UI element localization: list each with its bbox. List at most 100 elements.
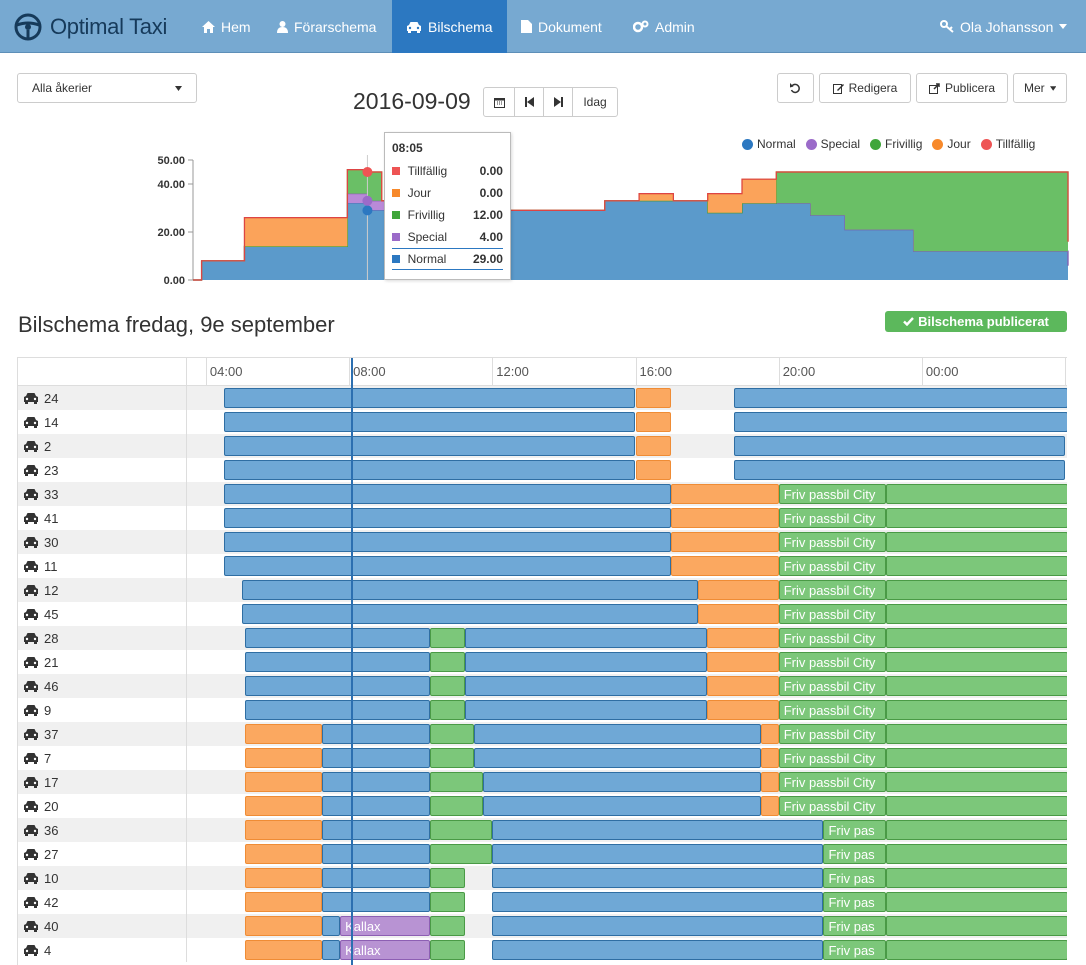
shift-bar-frivillig[interactable]: Friv passbil City xyxy=(778,652,887,672)
shift-bar-normal[interactable] xyxy=(465,676,708,696)
car-label[interactable]: 21 xyxy=(18,650,187,674)
shift-bar-normal[interactable] xyxy=(244,652,430,672)
shift-bar-frivillig[interactable] xyxy=(886,844,1067,864)
shift-bar-special[interactable]: Kallax xyxy=(340,940,430,960)
car-label[interactable]: 2 xyxy=(18,434,187,458)
shift-bar-frivillig[interactable] xyxy=(429,940,466,960)
shift-bar-frivillig[interactable] xyxy=(886,772,1067,792)
shift-bar-normal[interactable] xyxy=(322,892,430,912)
shift-bar-normal[interactable] xyxy=(223,532,672,552)
shift-bar-frivillig[interactable]: Friv passbil City xyxy=(778,724,887,744)
nav-bilschema[interactable]: Bilschema xyxy=(392,0,507,53)
shift-bar-frivillig[interactable] xyxy=(429,844,493,864)
shift-bar-frivillig[interactable]: Friv passbil City xyxy=(778,628,887,648)
more-button[interactable]: Mer xyxy=(1013,73,1067,103)
shift-bar-normal[interactable] xyxy=(483,772,761,792)
shift-bar-normal[interactable] xyxy=(322,868,430,888)
shift-bar-jour[interactable] xyxy=(244,796,323,816)
shift-bar-jour[interactable] xyxy=(671,484,779,504)
shift-bar-normal[interactable] xyxy=(223,412,636,432)
shift-bar-jour[interactable] xyxy=(244,820,323,840)
car-label[interactable]: 12 xyxy=(18,578,187,602)
shift-bar-normal[interactable] xyxy=(223,436,636,456)
shift-bar-frivillig[interactable] xyxy=(429,748,475,768)
shift-bar-frivillig[interactable] xyxy=(429,868,466,888)
shift-bar-frivillig[interactable]: Friv passbil City xyxy=(778,748,887,768)
shift-bar-normal[interactable] xyxy=(733,412,1067,432)
shift-bar-normal[interactable] xyxy=(733,460,1066,480)
shift-bar-frivillig[interactable]: Friv pas xyxy=(823,916,887,936)
shift-bar-normal[interactable] xyxy=(241,580,699,600)
shift-bar-normal[interactable] xyxy=(322,724,430,744)
shift-bar-normal[interactable] xyxy=(223,556,672,576)
shift-bar-jour[interactable] xyxy=(244,940,323,960)
car-label[interactable]: 20 xyxy=(18,794,187,818)
shift-bar-frivillig[interactable] xyxy=(429,820,493,840)
shift-bar-frivillig[interactable]: Friv pas xyxy=(823,892,887,912)
shift-bar-normal[interactable] xyxy=(322,940,341,960)
shift-bar-frivillig[interactable]: Friv passbil City xyxy=(778,508,887,528)
nav-forarschema[interactable]: Förarschema xyxy=(263,0,390,53)
shift-bar-jour[interactable] xyxy=(760,724,779,744)
shift-bar-frivillig[interactable] xyxy=(886,868,1067,888)
shift-bar-normal[interactable] xyxy=(223,508,672,528)
car-label[interactable]: 45 xyxy=(18,602,187,626)
shift-bar-frivillig[interactable] xyxy=(886,916,1067,936)
legend-item-tillfällig[interactable]: Tillfällig xyxy=(980,137,1035,151)
legend-item-special[interactable]: Special xyxy=(805,137,860,151)
shift-bar-normal[interactable] xyxy=(241,604,699,624)
shift-bar-normal[interactable] xyxy=(474,748,761,768)
shift-bar-jour[interactable] xyxy=(671,556,779,576)
legend-item-normal[interactable]: Normal xyxy=(742,137,796,151)
shift-bar-normal[interactable] xyxy=(322,796,430,816)
shift-bar-jour[interactable] xyxy=(707,628,779,648)
shift-bar-jour[interactable] xyxy=(671,508,779,528)
shift-bar-jour[interactable] xyxy=(707,652,779,672)
car-label[interactable]: 14 xyxy=(18,410,187,434)
shift-bar-frivillig[interactable]: Friv passbil City xyxy=(778,484,887,504)
shift-bar-normal[interactable] xyxy=(223,460,636,480)
car-label[interactable]: 30 xyxy=(18,530,187,554)
shift-bar-jour[interactable] xyxy=(244,892,323,912)
shift-bar-frivillig[interactable] xyxy=(429,772,484,792)
shift-bar-frivillig[interactable] xyxy=(886,604,1067,624)
shift-bar-frivillig[interactable] xyxy=(886,652,1067,672)
legend-item-frivillig[interactable]: Frivillig xyxy=(870,137,922,151)
car-label[interactable]: 46 xyxy=(18,674,187,698)
shift-bar-frivillig[interactable]: Friv pas xyxy=(823,844,887,864)
car-label[interactable]: 23 xyxy=(18,458,187,482)
today-button[interactable]: Idag xyxy=(572,87,618,117)
car-label[interactable]: 7 xyxy=(18,746,187,770)
shift-bar-normal[interactable] xyxy=(733,436,1066,456)
shift-bar-frivillig[interactable] xyxy=(886,940,1067,960)
shift-bar-frivillig[interactable]: Friv passbil City xyxy=(778,604,887,624)
nav-dokument[interactable]: Dokument xyxy=(507,0,616,53)
shift-bar-jour[interactable] xyxy=(698,604,779,624)
shift-bar-normal[interactable] xyxy=(492,820,824,840)
shift-bar-normal[interactable] xyxy=(492,916,824,936)
car-label[interactable]: 24 xyxy=(18,386,187,410)
shift-bar-normal[interactable] xyxy=(322,748,430,768)
shift-bar-normal[interactable] xyxy=(322,820,430,840)
shift-bar-frivillig[interactable] xyxy=(886,700,1067,720)
shift-bar-frivillig[interactable] xyxy=(429,700,466,720)
previous-day-button[interactable] xyxy=(514,87,544,117)
shift-bar-frivillig[interactable] xyxy=(886,508,1067,528)
shift-bar-normal[interactable] xyxy=(322,844,430,864)
shift-bar-normal[interactable] xyxy=(223,484,672,504)
shift-bar-frivillig[interactable] xyxy=(886,556,1067,576)
shift-bar-frivillig[interactable] xyxy=(886,580,1067,600)
shift-bar-normal[interactable] xyxy=(465,700,708,720)
shift-bar-frivillig[interactable]: Friv pas xyxy=(823,940,887,960)
shift-bar-normal[interactable] xyxy=(492,892,824,912)
car-label[interactable]: 9 xyxy=(18,698,187,722)
shift-bar-normal[interactable] xyxy=(733,388,1067,408)
shift-bar-normal[interactable] xyxy=(322,772,430,792)
shift-bar-frivillig[interactable] xyxy=(886,628,1067,648)
shift-bar-frivillig[interactable]: Friv pas xyxy=(823,868,887,888)
car-label[interactable]: 40 xyxy=(18,914,187,938)
car-label[interactable]: 10 xyxy=(18,866,187,890)
shift-bar-frivillig[interactable] xyxy=(429,892,466,912)
shift-bar-normal[interactable] xyxy=(492,844,824,864)
car-label[interactable]: 28 xyxy=(18,626,187,650)
